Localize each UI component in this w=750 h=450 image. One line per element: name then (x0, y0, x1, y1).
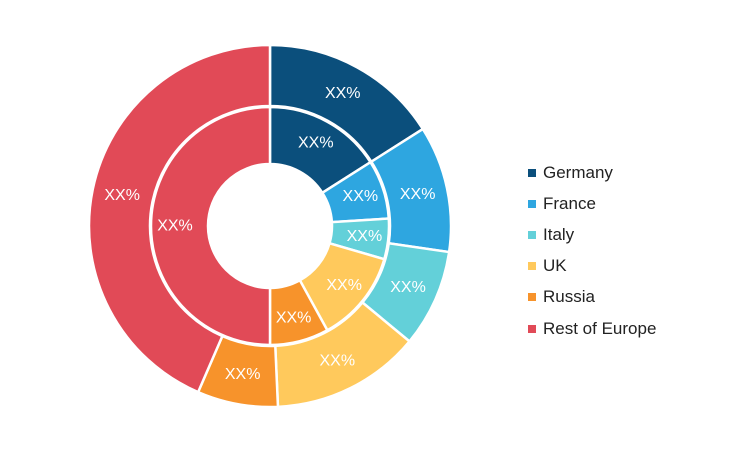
inner-label-italy: XX% (347, 228, 383, 245)
legend-label-italy: Italy (543, 224, 575, 244)
legend-item-russia: Russia (528, 282, 656, 313)
inner-label-france: XX% (343, 188, 379, 205)
legend-swatch-germany (528, 168, 536, 177)
inner-label-uk: XX% (326, 277, 362, 294)
legend-item-france: France (528, 188, 656, 219)
legend-swatch-rest-of-europe (528, 324, 536, 333)
inner-label-russia: XX% (276, 310, 312, 327)
outer-label-russia: XX% (225, 366, 261, 383)
outer-label-italy: XX% (390, 279, 426, 296)
outer-label-france: XX% (400, 186, 436, 203)
legend-label-germany: Germany (543, 162, 613, 182)
legend-item-italy: Italy (528, 219, 656, 250)
legend-label-uk: UK (543, 256, 567, 276)
legend-swatch-russia (528, 293, 536, 302)
legend-swatch-italy (528, 230, 536, 239)
legend-label-russia: Russia (543, 287, 595, 307)
inner-label-rest-of-europe: XX% (157, 218, 193, 235)
legend-label-france: France (543, 193, 596, 213)
inner-slice-rest-of-europe (149, 105, 272, 347)
legend: Germany France Italy UK Russia Rest of E… (528, 157, 656, 344)
legend-item-rest-of-europe: Rest of Europe (528, 313, 656, 344)
legend-item-uk: UK (528, 251, 656, 282)
legend-label-rest-of-europe: Rest of Europe (543, 318, 657, 338)
outer-label-uk: XX% (319, 353, 355, 370)
outer-label-rest-of-europe: XX% (104, 187, 140, 204)
legend-swatch-france (528, 199, 536, 208)
legend-swatch-uk (528, 262, 536, 271)
outer-ring (87, 43, 453, 409)
inner-label-germany: XX% (298, 134, 334, 151)
outer-label-germany: XX% (325, 85, 361, 102)
inner-ring (149, 105, 391, 347)
legend-item-germany: Germany (528, 157, 656, 188)
slice-labels: XX% XX% XX% XX% XX% XX% XX% XX% XX% XX% XX% XX% (104, 85, 435, 383)
